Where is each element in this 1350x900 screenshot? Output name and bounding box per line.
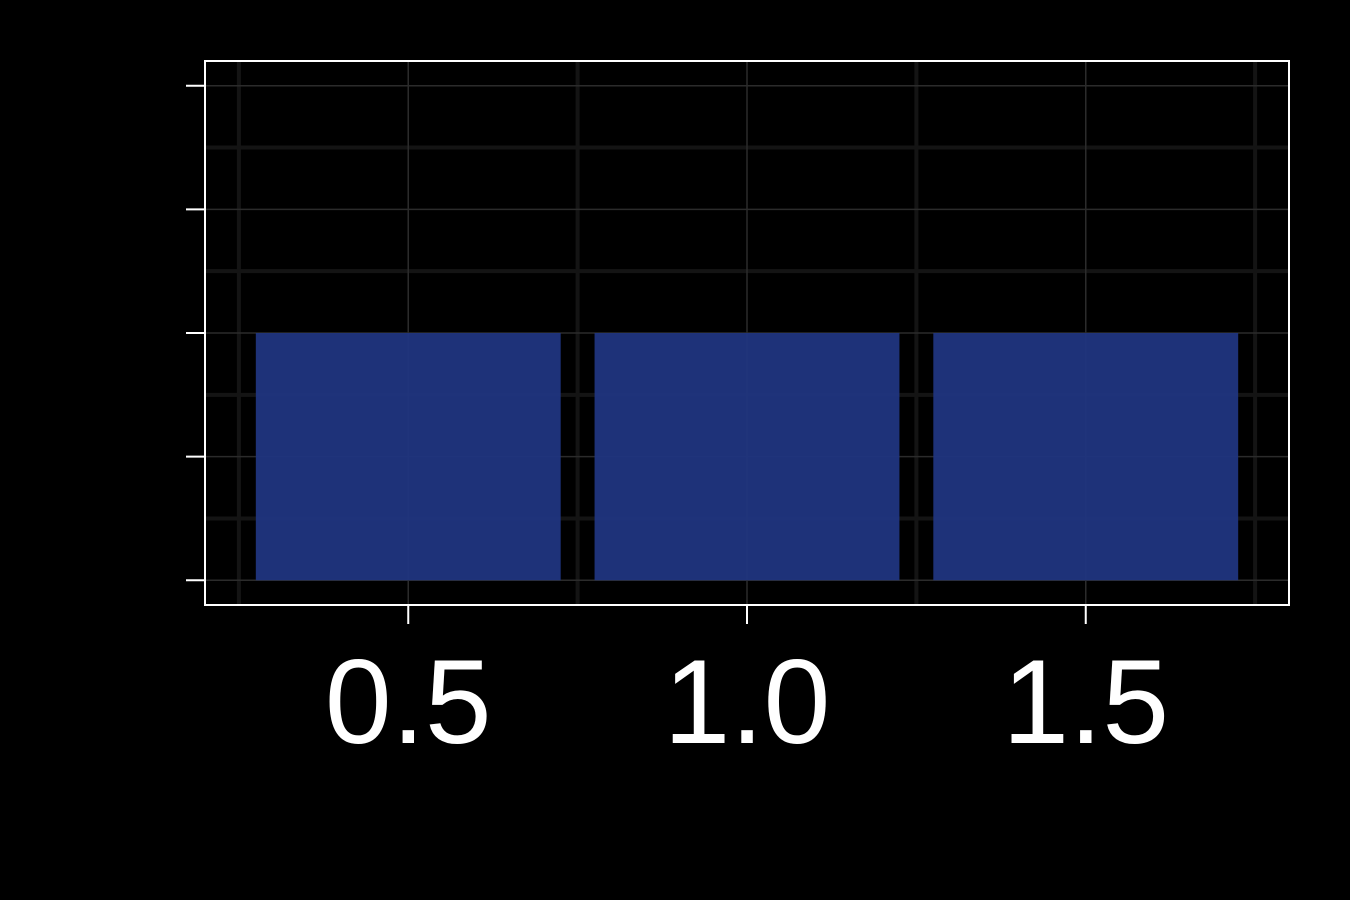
x-tick-label: 1.5	[1002, 635, 1169, 769]
x-tick-labels: 0.5 1.0 1.5	[325, 635, 1169, 769]
x-tick-label: 1.0	[664, 635, 831, 769]
bars	[255, 333, 1239, 581]
x-tick-label: 0.5	[325, 635, 492, 769]
x-ticks	[407, 605, 1087, 624]
bar	[594, 333, 900, 581]
y-ticks	[186, 84, 205, 582]
bar	[933, 333, 1239, 581]
bar	[255, 333, 561, 581]
